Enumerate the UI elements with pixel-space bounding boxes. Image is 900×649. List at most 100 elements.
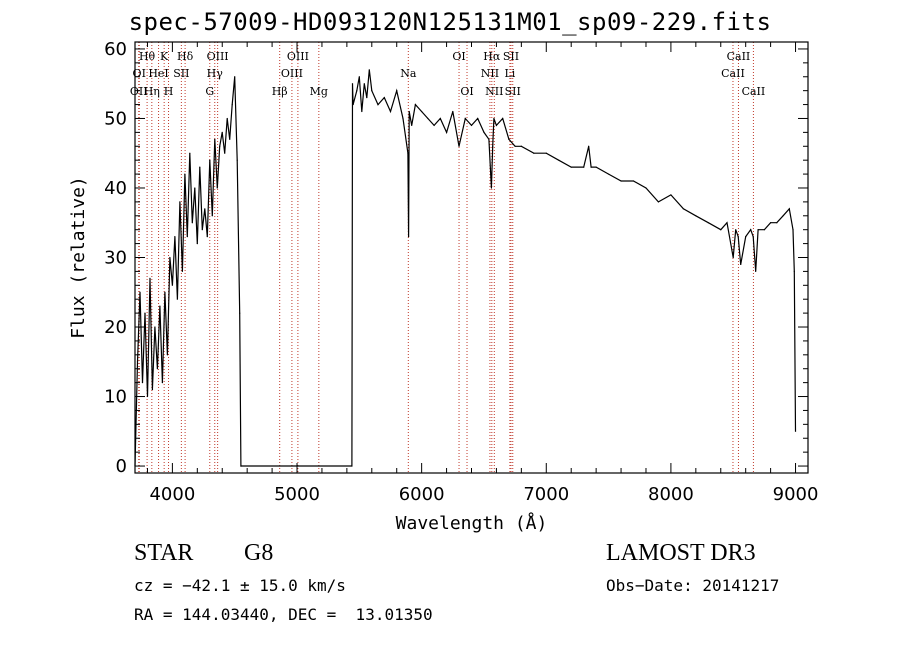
data-point [363,83,365,85]
object-class: STAR [134,540,194,566]
data-point [184,173,186,175]
obs-date: Obs−Date: 20141217 [606,576,780,595]
data-point [136,361,139,363]
data-point [144,312,146,314]
chart-title: spec-57009-HD093120N125131M01_sp09-229.f… [128,8,772,36]
x-tick-label: 4000 [149,484,195,505]
data-point [407,152,409,154]
data-point [201,229,203,231]
y-tick-label: 20 [104,317,127,338]
flux-series [134,69,797,467]
data-point [166,354,169,356]
data-point [493,117,495,120]
data-point [670,194,672,196]
x-tick-label: 7000 [523,484,569,505]
x-tick-label: 5000 [274,484,320,505]
data-point [545,152,547,154]
data-point [421,110,423,113]
data-point [752,236,754,238]
line-marker-labels: OII OI Hθ Hη HeI K H SII Hδ G Hγ OIII Hβ OIII OIII Mg Na… [130,50,765,98]
data-point [682,208,684,210]
data-point [558,159,560,161]
x-tick-label: 6000 [399,484,445,505]
data-point [224,152,226,154]
data-point [141,382,144,384]
line-marker-label: G [205,85,214,98]
flux-line [134,69,797,467]
coordinates: RA = 144.03440, DEC = 13.01350 [134,605,433,624]
line-marker-label: OI [460,85,473,98]
line-marker-label: NII [481,67,499,80]
data-point [139,291,141,293]
data-point [389,110,392,113]
data-point [209,159,211,161]
data-point [470,124,473,127]
data-point [408,110,410,113]
data-point [196,242,198,245]
data-point [351,465,353,467]
data-point [755,270,757,273]
data-point [745,236,747,238]
line-marker-label: HeI [148,67,168,80]
data-point [620,180,622,182]
line-marker-label: OII [130,85,148,98]
line-marker-label: OI [452,50,465,63]
data-point [445,131,448,133]
line-marker-label: CaII [721,67,745,80]
data-point [159,305,161,307]
data-point [794,430,797,432]
data-point [229,138,231,140]
data-point [707,222,709,224]
data-point [216,187,218,189]
data-point [793,270,795,273]
data-point [788,208,790,210]
data-point [737,236,739,238]
data-point [732,256,734,259]
data-point [411,124,413,127]
data-point [186,236,188,238]
data-point [502,117,504,120]
line-marker-label: Hα [483,50,501,63]
line-marker-label: SII [503,50,519,63]
data-point [179,201,181,203]
data-point [726,222,728,224]
data-point [351,83,354,85]
line-marker-label: SII [505,85,521,98]
data-point [169,256,171,259]
data-point [520,145,522,147]
axes: 4000 5000 6000 7000 8000 9000 0 10 20 30 40 50 60 [104,39,818,505]
data-point [204,208,206,210]
y-tick-label: 0 [116,456,127,477]
data-point [383,97,385,99]
data-point [171,284,173,286]
data-point [645,187,647,189]
data-point [433,124,435,127]
data-point [776,222,778,224]
data-point [590,166,592,168]
x-axis-label: Wavelength (Å) [396,512,548,534]
data-point [533,152,535,154]
data-point [740,263,742,266]
data-point [588,145,590,147]
line-markers [138,42,754,473]
data-point [477,117,479,120]
data-point [595,166,597,168]
line-marker-label: K [160,50,169,63]
data-point [414,103,417,106]
data-point [492,145,494,147]
data-point [226,117,228,120]
data-point [154,326,156,328]
data-point [402,117,404,120]
x-tick-label: 9000 [773,484,819,505]
data-point [377,103,379,106]
data-point [371,90,373,92]
y-tick-label: 10 [104,387,127,408]
y-tick-label: 30 [104,248,127,269]
data-point [176,298,178,300]
data-point [189,152,191,154]
data-point [488,138,490,140]
data-point [151,388,154,391]
data-point [464,117,466,120]
y-axis-label: Flux (relative) [68,176,89,339]
data-point [427,117,429,120]
